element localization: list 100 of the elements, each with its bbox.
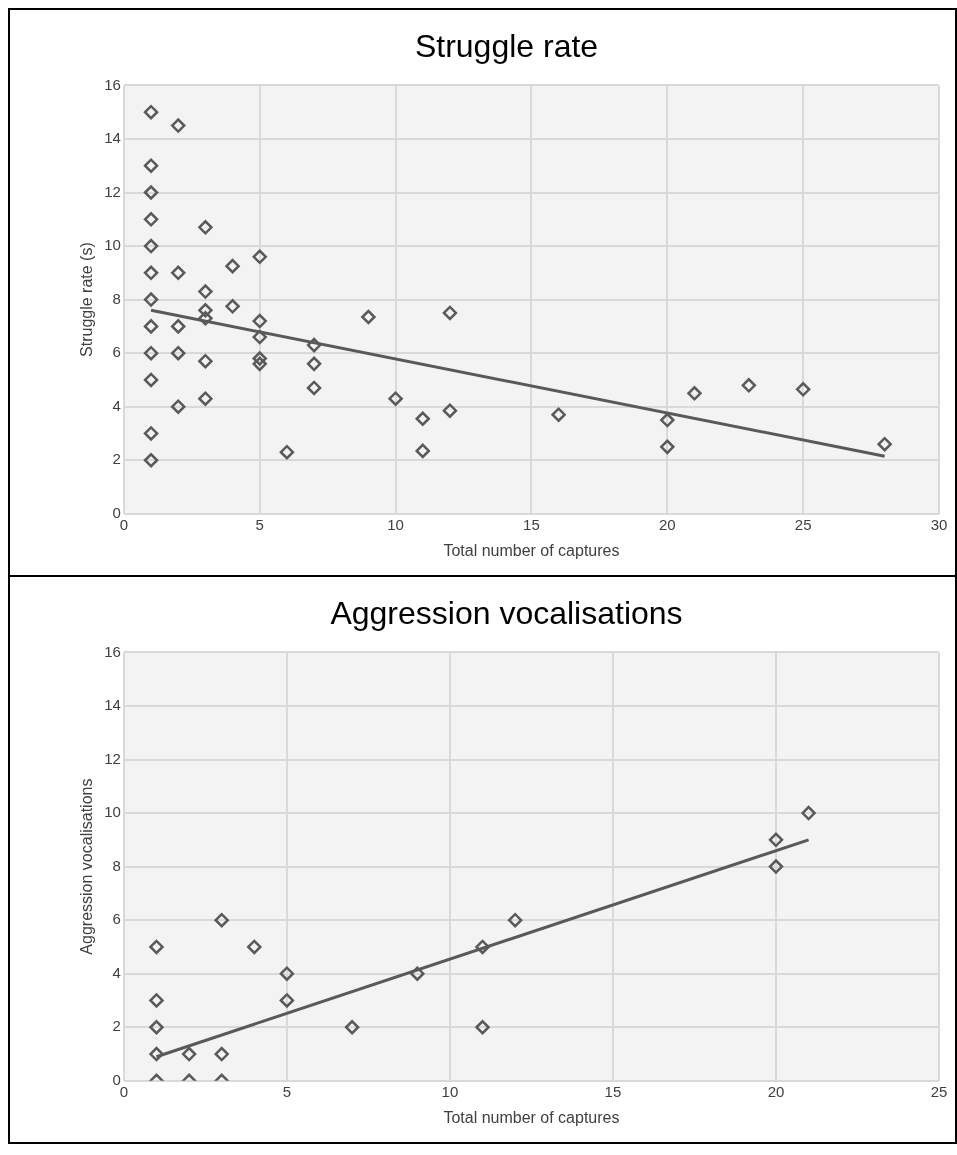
point — [306, 337, 322, 353]
point — [877, 436, 892, 452]
point — [143, 453, 159, 468]
point — [214, 912, 229, 928]
y-tick-label: 16 — [104, 75, 121, 93]
point — [170, 118, 186, 133]
y-tick-label: 0 — [112, 1070, 121, 1088]
y-tick-label: 4 — [112, 963, 121, 981]
point — [741, 378, 757, 393]
point — [768, 832, 784, 848]
point — [149, 939, 164, 955]
point — [795, 382, 811, 397]
point — [143, 372, 159, 388]
point — [198, 303, 213, 318]
point — [214, 1046, 229, 1062]
point — [660, 439, 675, 455]
point — [225, 299, 240, 314]
x-tick-label: 5 — [282, 1082, 292, 1100]
point — [252, 313, 267, 329]
y-tick-label: 4 — [112, 396, 121, 414]
y-tick-label: 0 — [112, 503, 121, 521]
point — [660, 412, 675, 428]
x-tick-label: 25 — [930, 1082, 948, 1100]
y-axis-title: Struggle rate (s) — [78, 242, 96, 357]
x-tick-label: 15 — [604, 1082, 622, 1100]
y-tick-label: 10 — [104, 803, 121, 821]
y-tick-label: 2 — [112, 450, 121, 468]
point — [279, 966, 295, 981]
x-tick-label: 25 — [794, 515, 812, 533]
point — [252, 356, 267, 372]
point — [415, 411, 431, 426]
point — [143, 292, 159, 307]
y-axis-title: Aggression vocalisations — [78, 778, 96, 955]
point — [181, 1046, 197, 1062]
point — [198, 220, 213, 235]
point — [388, 391, 403, 406]
y-tick-label: 16 — [104, 642, 121, 660]
x-tick-label: 30 — [930, 515, 948, 533]
point — [247, 939, 262, 955]
point — [143, 238, 159, 254]
x-tick-label: 10 — [441, 1082, 459, 1100]
point — [551, 407, 566, 422]
point — [768, 859, 784, 874]
y-tick-label: 14 — [104, 696, 121, 714]
point — [149, 993, 164, 1008]
point — [252, 249, 267, 265]
point — [225, 258, 240, 274]
point — [143, 212, 159, 227]
point — [507, 912, 523, 928]
x-tick-label: 20 — [658, 515, 676, 533]
point — [170, 265, 186, 281]
point — [306, 356, 322, 372]
point — [410, 966, 425, 981]
x-tick-label: 5 — [255, 515, 264, 533]
point — [143, 104, 159, 120]
point — [198, 284, 213, 299]
point — [279, 993, 295, 1008]
point — [198, 353, 213, 369]
point — [475, 1020, 490, 1035]
y-tick-label: 6 — [112, 343, 121, 361]
point — [143, 426, 159, 441]
point — [143, 345, 159, 361]
point — [143, 265, 159, 281]
y-tick-label: 12 — [104, 182, 121, 200]
point — [149, 1046, 164, 1062]
point — [801, 805, 816, 821]
point — [252, 329, 267, 345]
point — [306, 380, 322, 396]
chart-title: Struggle rate — [414, 28, 599, 65]
point — [170, 345, 186, 361]
point — [170, 399, 186, 414]
y-tick-label: 14 — [104, 129, 121, 147]
y-tick-label: 8 — [112, 856, 121, 874]
point — [198, 311, 213, 326]
point — [475, 939, 490, 955]
y-tick-label: 12 — [104, 749, 121, 767]
x-axis-title: Total number of captures — [443, 1108, 620, 1126]
y-tick-label: 6 — [112, 910, 121, 928]
y-tick-label: 10 — [104, 236, 121, 254]
point — [361, 309, 376, 325]
x-tick-label: 15 — [523, 515, 540, 533]
y-tick-label: 8 — [112, 289, 121, 307]
point — [442, 305, 458, 321]
point — [279, 444, 295, 460]
point — [149, 1020, 164, 1035]
point — [252, 351, 267, 366]
point — [143, 319, 159, 334]
point — [143, 158, 159, 173]
chart-title: Aggression vocalisations — [330, 595, 683, 632]
x-tick-label: 20 — [767, 1082, 785, 1100]
point — [344, 1020, 360, 1035]
point — [198, 391, 213, 406]
y-tick-label: 2 — [112, 1017, 121, 1035]
point — [415, 443, 431, 459]
point — [143, 185, 159, 200]
point — [687, 386, 702, 401]
point — [442, 403, 458, 418]
x-tick-label: 10 — [387, 515, 404, 533]
x-axis-title: Total number of captures — [443, 541, 620, 559]
point — [170, 319, 186, 334]
